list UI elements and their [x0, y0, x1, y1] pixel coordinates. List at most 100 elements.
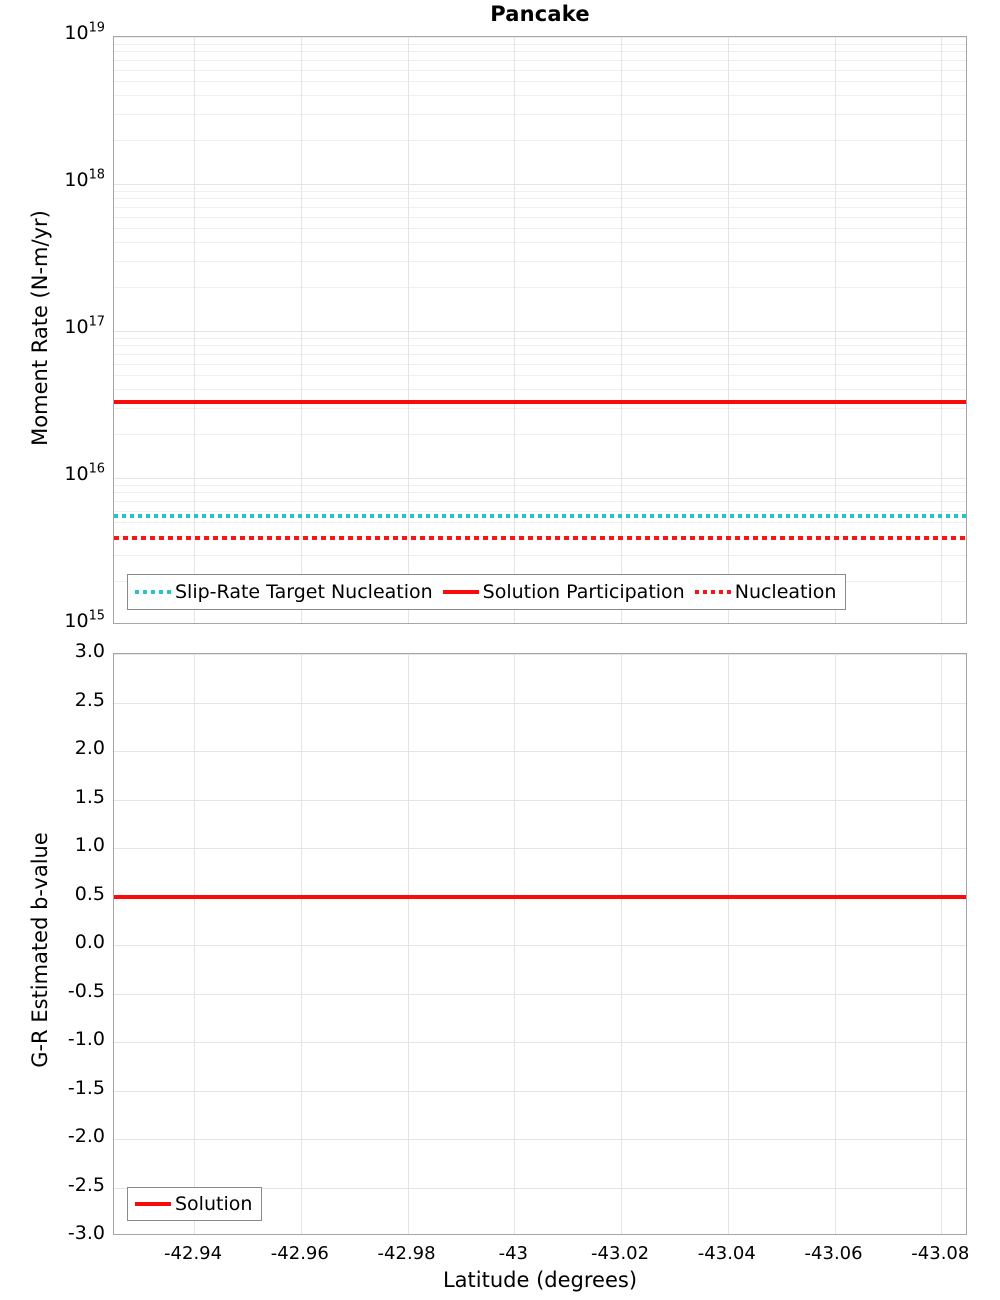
legend-label: Nucleation [735, 581, 839, 603]
gridline-horizontal [114, 287, 966, 288]
legend-line-swatch-icon [443, 590, 479, 594]
gridline-horizontal [114, 408, 966, 409]
series-line-slip-rate-target-nucleation [114, 514, 966, 518]
moment-rate-legend: Slip-Rate Target Nucleation Solution Part… [127, 574, 846, 610]
ytick-label: -1.5 [68, 1079, 105, 1098]
gridline-horizontal [114, 945, 966, 946]
moment-rate-axes [113, 36, 967, 624]
ytick-label: -2.5 [68, 1176, 105, 1195]
gridline-horizontal [114, 95, 966, 96]
gridline-horizontal [114, 485, 966, 486]
gridline-horizontal [114, 261, 966, 262]
legend-label: Solution Participation [483, 581, 695, 603]
gridline-horizontal [114, 1042, 966, 1043]
gridline-vertical [408, 37, 409, 623]
gridline-vertical [728, 37, 729, 623]
ytick-exponent: 15 [89, 609, 105, 624]
ytick-label: -1.0 [68, 1030, 105, 1049]
b-value-ytick-labels: 3.02.52.01.51.00.50.0-0.5-1.0-1.5-2.0-2.… [0, 653, 105, 1235]
ytick-label: 1018 [64, 171, 105, 190]
gridline-horizontal [114, 478, 966, 479]
series-line-nucleation [114, 536, 966, 540]
gridline-horizontal [114, 228, 966, 229]
ytick-label: -0.5 [68, 982, 105, 1001]
gridline-horizontal [114, 184, 966, 185]
ytick-mantissa: 10 [64, 610, 88, 632]
ytick-exponent: 16 [89, 462, 105, 477]
gridline-horizontal [114, 800, 966, 801]
gridline-horizontal [114, 501, 966, 502]
gridline-horizontal [114, 114, 966, 115]
gridline-horizontal [114, 389, 966, 390]
legend-entry[interactable]: Solution Participation [443, 581, 695, 603]
gridline-horizontal [114, 994, 966, 995]
ytick-mantissa: 10 [64, 169, 88, 191]
ytick-mantissa: 10 [64, 463, 88, 485]
xtick-label: -42.98 [378, 1243, 436, 1264]
gridline-horizontal [114, 331, 966, 332]
gridline-horizontal [114, 354, 966, 355]
xtick-label: -42.94 [164, 1243, 222, 1264]
legend-entry[interactable]: Solution [135, 1193, 254, 1215]
moment-rate-axis-title: Moment Rate (N-m/yr) [28, 128, 52, 528]
ytick-label: 0.5 [75, 885, 105, 904]
gridline-horizontal [114, 511, 966, 512]
gridline-horizontal [114, 345, 966, 346]
ytick-exponent: 18 [89, 168, 105, 183]
ytick-label: 1.0 [75, 836, 105, 855]
ytick-label: 2.0 [75, 739, 105, 758]
gridline-horizontal [114, 848, 966, 849]
gridline-horizontal [114, 207, 966, 208]
gridline-horizontal [114, 1091, 966, 1092]
legend-entry[interactable]: Slip-Rate Target Nucleation [135, 581, 443, 603]
legend-label: Solution [175, 1193, 254, 1215]
series-line-solution-participation [114, 400, 966, 404]
ytick-label: 3.0 [75, 642, 105, 661]
moment-rate-ytick-labels: 10191018101710161015 [0, 36, 105, 624]
xtick-label: -42.96 [271, 1243, 329, 1264]
gridline-vertical [408, 654, 409, 1234]
xtick-label: -43.06 [805, 1243, 863, 1264]
gridline-vertical [621, 37, 622, 623]
gridline-vertical [301, 37, 302, 623]
gridline-vertical [621, 654, 622, 1234]
gridline-horizontal [114, 703, 966, 704]
gridline-vertical [728, 654, 729, 1234]
gridline-vertical [941, 37, 942, 623]
ytick-label: 0.0 [75, 933, 105, 952]
gridline-horizontal [114, 44, 966, 45]
legend-line-swatch-icon [135, 590, 171, 594]
gridline-horizontal [114, 338, 966, 339]
b-value-legend: Solution [127, 1187, 262, 1221]
legend-label: Slip-Rate Target Nucleation [175, 581, 443, 603]
gridline-horizontal [114, 654, 966, 655]
figure-root: Pancake 10191018101710161015 Moment Rate… [0, 0, 1000, 1300]
gridline-horizontal [114, 217, 966, 218]
legend-line-swatch-icon [695, 590, 731, 594]
gridline-horizontal [114, 81, 966, 82]
xtick-label: -43.04 [698, 1243, 756, 1264]
ytick-label: 1016 [64, 465, 105, 484]
xtick-label: -43.02 [591, 1243, 649, 1264]
ytick-label: 1019 [64, 24, 105, 43]
gridline-vertical [835, 37, 836, 623]
series-line-solution [114, 895, 966, 899]
gridline-horizontal [114, 140, 966, 141]
legend-entry[interactable]: Nucleation [695, 581, 839, 603]
gridline-horizontal [114, 70, 966, 71]
gridline-horizontal [114, 1139, 966, 1140]
gridline-horizontal [114, 242, 966, 243]
b-value-plot-area [114, 654, 966, 1234]
gridline-vertical [514, 37, 515, 623]
moment-rate-plot-area [114, 37, 966, 623]
gridline-vertical [835, 654, 836, 1234]
gridline-horizontal [114, 51, 966, 52]
latitude-axis-title: Latitude (degrees) [113, 1268, 967, 1292]
ytick-label: 1015 [64, 612, 105, 631]
gridline-horizontal [114, 522, 966, 523]
gridline-horizontal [114, 751, 966, 752]
ytick-exponent: 19 [89, 21, 105, 36]
legend-line-swatch-icon [135, 1202, 171, 1206]
page-title: Pancake [113, 2, 967, 26]
ytick-label: -3.0 [68, 1224, 105, 1243]
